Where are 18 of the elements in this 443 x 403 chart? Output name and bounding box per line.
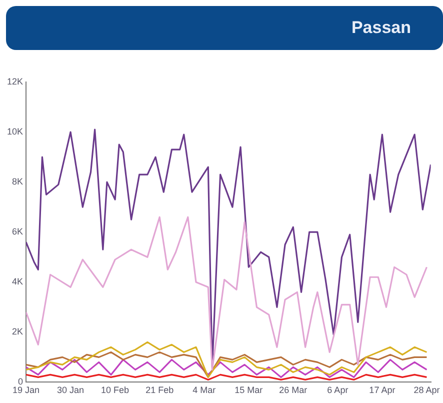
chart-title: Passan <box>351 17 411 39</box>
y-tick-label: 2K <box>12 326 24 337</box>
y-tick-label: 4K <box>12 276 24 287</box>
x-tick-label: 4 Mar <box>192 385 216 396</box>
x-tick-label: 28 Apr <box>414 385 440 396</box>
x-tick-label: 10 Feb <box>101 385 130 396</box>
y-tick-label: 6K <box>12 226 24 237</box>
x-tick-label: 17 Apr <box>369 385 396 396</box>
y-tick-label: 12K <box>7 76 24 86</box>
x-tick-label: 15 Mar <box>234 385 263 396</box>
x-tick-label: 26 Mar <box>279 385 308 396</box>
x-tick-label: 6 Apr <box>327 385 348 396</box>
y-tick-label: 10K <box>7 126 24 137</box>
y-tick-label: 8K <box>12 176 24 187</box>
x-tick-label: 21 Feb <box>146 385 174 396</box>
x-tick-label: 19 Jan <box>12 385 40 396</box>
x-tick-label: 30 Jan <box>57 385 84 396</box>
y-tick-label: 0 <box>18 376 24 387</box>
